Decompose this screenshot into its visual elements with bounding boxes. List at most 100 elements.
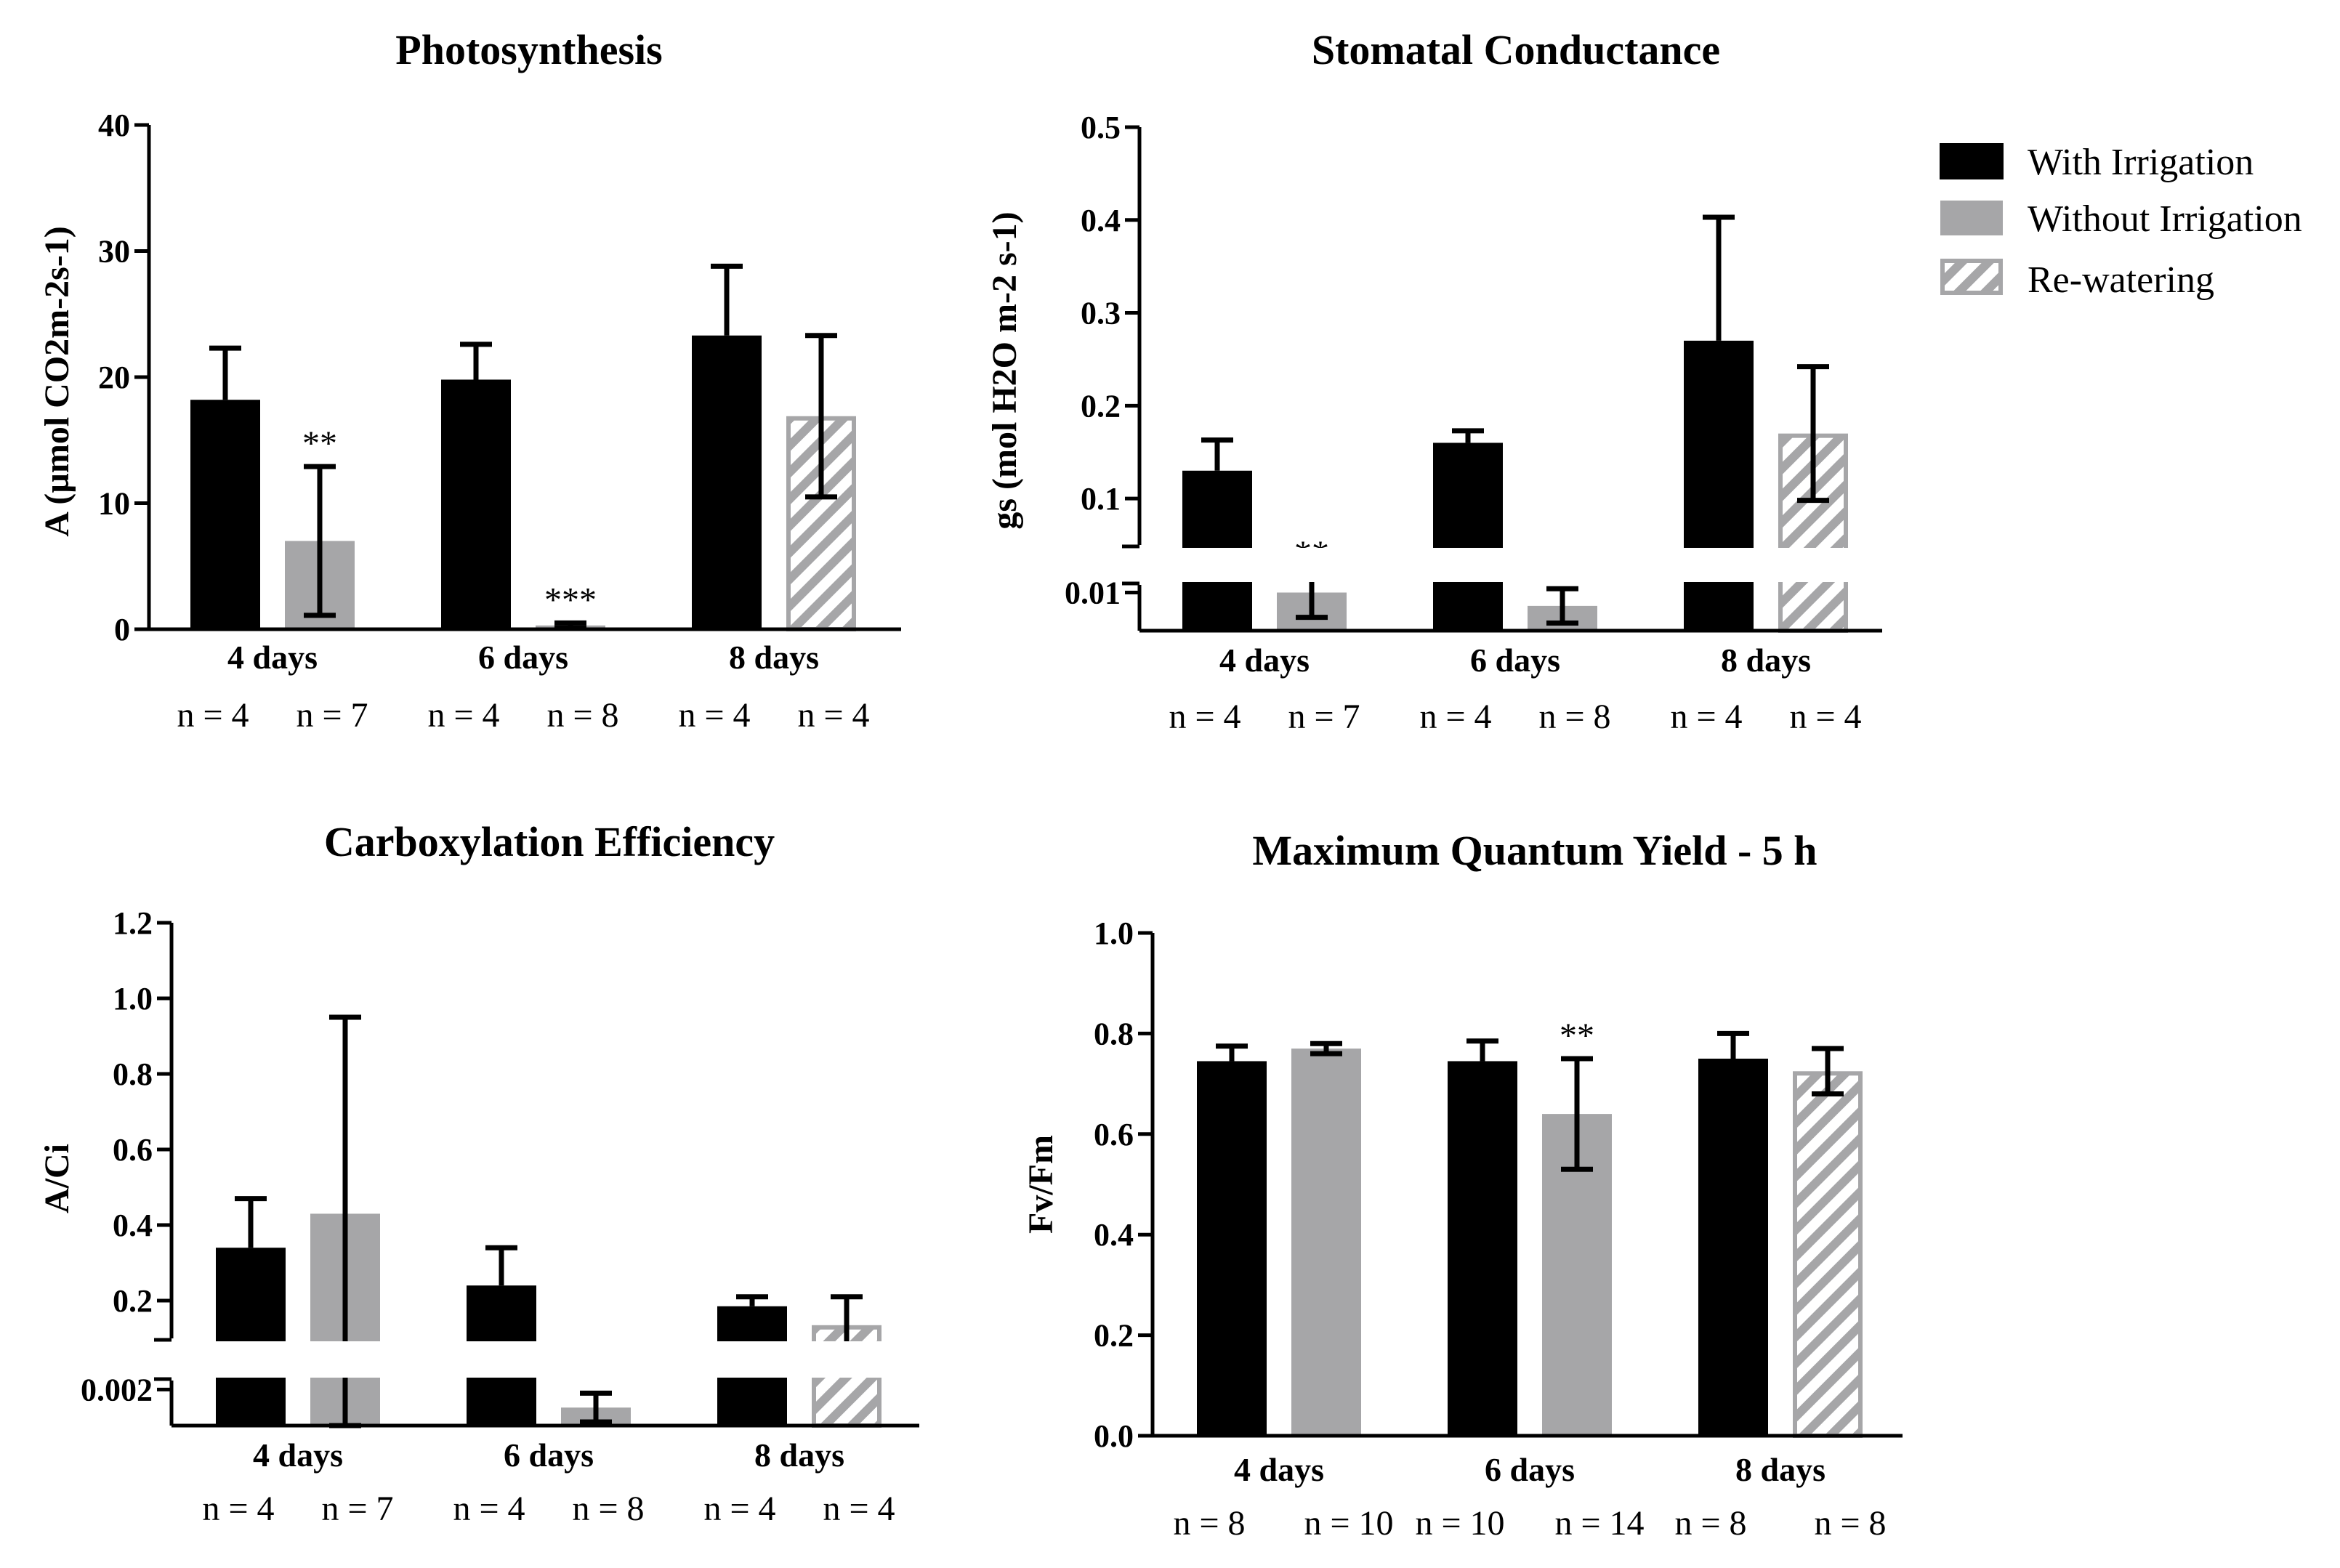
significance-marker: *** — [544, 581, 597, 619]
bar — [1433, 442, 1503, 631]
legend: With Irrigation Without Irrigation Re-wa… — [1940, 142, 2302, 301]
x-category-label: 8 days — [1721, 642, 1811, 679]
sample-size-label: n = 4 — [177, 696, 249, 735]
bar — [1698, 1059, 1768, 1436]
y-tick-labels: 0.002 0.2 0.4 0.6 0.8 1.0 1.2 — [81, 905, 153, 1407]
y-tick-label: 0.4 — [113, 1208, 153, 1243]
bar — [216, 1248, 286, 1426]
sample-size-label: n = 10 — [1304, 1504, 1393, 1543]
bar — [190, 400, 260, 629]
bar — [1684, 340, 1754, 631]
y-tick-labels: 0 10 20 30 40 — [98, 108, 130, 647]
sample-size-label: n = 8 — [1538, 698, 1610, 736]
y-tick-label: 0.0 — [1094, 1418, 1134, 1454]
x-category-label: 4 days — [1219, 642, 1310, 679]
y-axis-label: A/Ci — [38, 1144, 76, 1213]
bars: ** — [1197, 1017, 1863, 1439]
x-category-label: 4 days — [227, 639, 318, 676]
axis-break-gap — [150, 1341, 919, 1378]
sample-size-label: n = 4 — [1789, 698, 1861, 736]
y-tick-label: 1.0 — [113, 981, 153, 1017]
y-tick-label: 1.0 — [1094, 916, 1134, 951]
bar — [441, 379, 511, 629]
y-axis-label: Fv/Fm — [1022, 1135, 1060, 1234]
sample-size-label: n = 4 — [678, 696, 750, 735]
x-category-label: 8 days — [1735, 1451, 1825, 1488]
y-tick-label: 0.2 — [1081, 388, 1121, 424]
chart-title: Photosynthesis — [395, 26, 662, 73]
y-tick-label: 0.8 — [1094, 1016, 1134, 1051]
sample-size-label: n = 10 — [1415, 1504, 1504, 1543]
y-tick-label: 0.2 — [113, 1283, 153, 1319]
x-category-label: 6 days — [478, 639, 568, 676]
y-tick-label: 0.2 — [1094, 1318, 1134, 1354]
bar — [1793, 1071, 1863, 1439]
legend-swatch-with-irrigation — [1940, 143, 2004, 179]
legend-swatch-without-irrigation — [1940, 201, 2003, 235]
sample-size-label: n = 4 — [427, 696, 499, 735]
bar — [1448, 1061, 1517, 1436]
y-tick-label: 0.3 — [1081, 296, 1121, 331]
legend-swatch-rewatering — [1940, 259, 2003, 295]
sample-size-label: n = 8 — [1674, 1504, 1746, 1543]
bar — [1291, 1048, 1361, 1436]
axes — [150, 921, 919, 1428]
x-axis-labels: 4 days n = 8 n = 10 6 days n = 10 n = 14 8 day… — [1173, 1451, 1886, 1543]
sample-size-label: n = 8 — [546, 696, 618, 735]
y-tick-label: 0.4 — [1094, 1217, 1134, 1253]
x-category-label: 4 days — [1234, 1451, 1324, 1488]
y-tick-label: 1.2 — [113, 905, 153, 941]
sample-size-label: n = 7 — [296, 696, 368, 735]
x-category-label: 4 days — [253, 1436, 343, 1474]
x-category-label: 6 days — [1485, 1451, 1575, 1488]
y-tick-label: 20 — [98, 360, 130, 395]
y-tick-label: 0.5 — [1081, 110, 1121, 145]
y-tick-label: 0.4 — [1081, 203, 1121, 238]
sample-size-label: n = 7 — [1288, 698, 1360, 736]
x-category-label: 8 days — [754, 1436, 844, 1474]
stomatal-conductance-chart: Stomatal Conductance gs (mol H2O m-2 s-1… — [985, 26, 1882, 736]
y-tick-label: 30 — [98, 234, 130, 270]
chart-title: Maximum Quantum Yield - 5 h — [1252, 827, 1817, 874]
y-axis-label: gs (mol H2O m-2 s-1) — [985, 211, 1024, 529]
sample-size-label: n = 4 — [453, 1490, 525, 1528]
x-axis-labels: 4 days n = 4 n = 7 6 days n = 4 n = 8 8 days n … — [177, 639, 869, 735]
y-tick-labels: 0.01 0.1 0.2 0.3 0.4 0.5 — [1065, 110, 1121, 611]
sample-size-label: n = 4 — [202, 1490, 274, 1528]
sample-size-label: n = 4 — [1670, 698, 1742, 736]
sample-size-label: n = 8 — [1814, 1504, 1886, 1543]
y-tick-label: 0 — [114, 612, 130, 647]
legend-label-without-irrigation: Without Irrigation — [2028, 198, 2302, 240]
carboxylation-efficiency-chart: Carboxylation Efficiency A/Ci 0.0020.20.… — [38, 818, 919, 1528]
y-tick-label: 0.1 — [1081, 481, 1121, 517]
y-tick-label: 0.6 — [1094, 1117, 1134, 1152]
maximum-quantum-yield-chart: Maximum Quantum Yield - 5 h Fv/Fm 0.0 0.2… — [1022, 827, 1903, 1543]
sample-size-label: n = 4 — [797, 696, 869, 735]
y-tick-label: 10 — [98, 486, 130, 522]
chart-title: Carboxylation Efficiency — [324, 818, 775, 865]
axes — [134, 123, 901, 631]
y-tick-label: 0.8 — [113, 1056, 153, 1092]
sample-size-label: n = 4 — [1169, 698, 1240, 736]
y-axis-label: A (µmol CO2m-2s-1) — [38, 226, 76, 537]
significance-marker: ** — [302, 424, 337, 463]
bar — [1197, 1061, 1267, 1436]
axis-break-gap — [1118, 548, 1882, 582]
axes — [1118, 125, 1882, 633]
x-axis-labels: 4 days n = 4 n = 7 6 days n = 4 n = 8 8 days n … — [1169, 642, 1861, 736]
y-tick-label: 0.01 — [1065, 575, 1121, 611]
y-tick-label: 0.6 — [113, 1132, 153, 1168]
x-category-label: 6 days — [1470, 642, 1560, 679]
sample-size-label: n = 4 — [1419, 698, 1491, 736]
y-tick-label: 0.002 — [81, 1372, 153, 1407]
legend-label-with-irrigation: With Irrigation — [2028, 142, 2254, 183]
sample-size-label: n = 4 — [703, 1490, 775, 1528]
chart-title: Stomatal Conductance — [1312, 26, 1720, 73]
sample-size-label: n = 8 — [572, 1490, 644, 1528]
x-axis-labels: 4 days n = 4 n = 7 6 days n = 4 n = 8 8 days n … — [202, 1436, 895, 1528]
legend-label-rewatering: Re-watering — [2028, 259, 2214, 301]
sample-size-label: n = 7 — [321, 1490, 393, 1528]
bars: ***** — [190, 263, 856, 631]
photosynthesis-chart: Photosynthesis A (µmol CO2m-2s-1) 0 10 20 3… — [38, 26, 901, 735]
